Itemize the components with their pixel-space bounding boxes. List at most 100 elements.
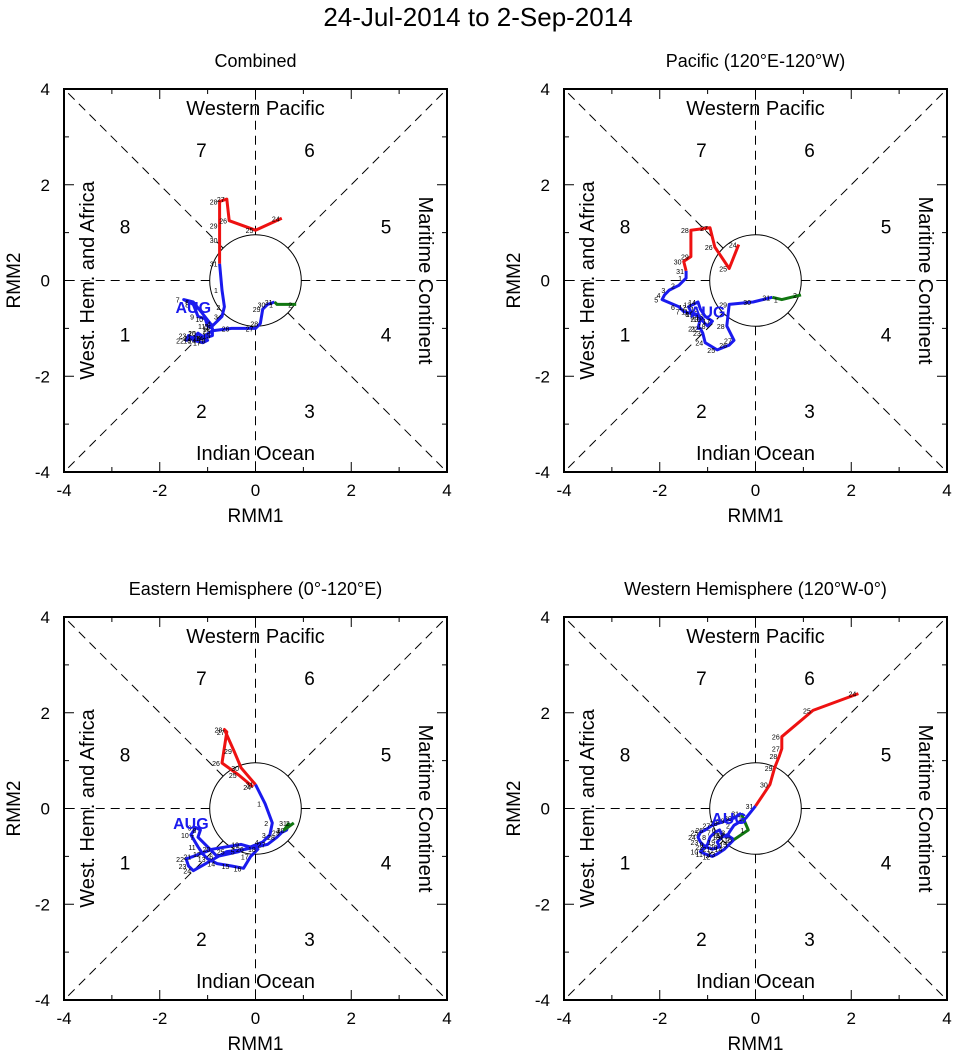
day-label: 29 (717, 818, 725, 825)
day-label: 26 (695, 828, 703, 835)
day-label: 29 (681, 255, 689, 262)
day-label: 12 (193, 852, 201, 859)
x-tick-label: -2 (152, 481, 167, 500)
day-label: 31 (279, 821, 287, 828)
series-line-sep (282, 821, 295, 832)
day-label: 1 (678, 276, 682, 283)
y-tick-label: 4 (541, 608, 550, 627)
day-label: 16 (695, 314, 703, 321)
day-label: 9 (190, 314, 194, 321)
phase-divider-line (563, 88, 724, 249)
day-label: 7 (176, 298, 180, 305)
x-tick-label: 2 (347, 1009, 356, 1028)
day-label: 9 (188, 826, 192, 833)
day-label: 3 (721, 830, 725, 837)
day-label: 2 (671, 283, 675, 290)
day-label: 5 (714, 833, 718, 840)
phase-number: 2 (696, 402, 707, 423)
day-label: 25 (229, 773, 237, 780)
day-label: 8 (685, 312, 689, 319)
day-label: 9 (690, 314, 694, 321)
day-label: 9 (700, 842, 704, 849)
y-axis-label: RMM2 (504, 253, 525, 309)
phase-number: 2 (196, 402, 207, 423)
day-label: 15 (222, 864, 230, 871)
phase-number: 2 (696, 930, 707, 951)
day-label: 2 (726, 838, 730, 845)
day-label: 11 (681, 310, 688, 317)
day-label: 27 (700, 226, 708, 233)
y-tick-label: 2 (541, 176, 550, 195)
day-label: 23 (179, 864, 187, 871)
day-label: 24 (695, 341, 703, 348)
phase-number: 3 (804, 402, 815, 423)
day-label: 29 (210, 223, 218, 230)
day-label: 25 (691, 830, 699, 837)
day-label: 20 (691, 317, 699, 324)
phase-panel-4: Western Hemisphere (120°W-0°)-4 -2 0 2 4-4-2… (504, 579, 952, 1055)
day-label: 2 (726, 823, 730, 830)
panel-title: Eastern Hemisphere (0°-120°E) (129, 579, 383, 599)
phase-number: 1 (620, 854, 631, 875)
day-label: 15 (188, 331, 196, 338)
y-tick-label: 0 (41, 272, 50, 291)
phase-number: 7 (196, 141, 207, 162)
day-label: 5 (654, 298, 658, 305)
y-axis-label: RMM2 (504, 781, 525, 837)
day-label: 30 (258, 302, 266, 309)
day-label: 29 (719, 302, 727, 309)
phase-number: 4 (881, 326, 892, 347)
day-label: 2 (793, 293, 797, 300)
y-tick-label: 4 (41, 80, 50, 99)
series-line-aug (184, 783, 291, 873)
day-label: 26 (772, 735, 780, 742)
x-tick-label: 0 (751, 481, 760, 500)
day-label: 11 (696, 852, 703, 859)
y-axis-label: RMM2 (4, 253, 25, 309)
day-label: 21 (183, 336, 191, 343)
day-label: 28 (210, 200, 218, 207)
day-label: 19 (193, 336, 201, 343)
y-tick-label: -2 (35, 895, 50, 914)
day-label: 27 (217, 730, 225, 737)
x-tick-label: 0 (751, 1009, 760, 1028)
day-label: 28 (681, 228, 689, 235)
day-label: 14 (714, 847, 722, 854)
phase-number: 5 (881, 745, 892, 766)
day-label: 25 (217, 850, 225, 857)
phase-number: 8 (120, 217, 131, 238)
day-label: 28 (250, 322, 258, 329)
unit-circle (209, 762, 302, 855)
day-label: 27 (772, 747, 780, 754)
day-label: 25 (719, 267, 727, 274)
month-label: AUG (711, 811, 747, 828)
phase-divider-line (287, 840, 448, 1001)
day-label: 8 (702, 835, 706, 842)
day-label: 28 (770, 754, 778, 761)
day-label: 13 (198, 857, 206, 864)
region-label-bottom: Indian Ocean (196, 971, 315, 993)
x-tick-label: -4 (556, 481, 571, 500)
panel-title: Combined (214, 51, 296, 71)
region-label-left: West. Hem. and Africa (577, 708, 599, 907)
day-label: 19 (686, 312, 694, 319)
panel-title: Western Hemisphere (120°W-0°) (624, 579, 887, 599)
day-label: 22 (695, 845, 703, 852)
series-line-jul (682, 226, 741, 272)
day-label: 27 (724, 338, 732, 345)
series-line-aug (660, 270, 773, 352)
day-label: 31 (676, 269, 684, 276)
y-tick-label: 2 (541, 704, 550, 723)
phase-number: 7 (196, 669, 207, 690)
y-tick-label: 2 (41, 176, 50, 195)
day-label: 16 (183, 338, 191, 345)
month-label: AUG (173, 816, 209, 833)
day-label: 1 (269, 302, 273, 309)
phase-number: 6 (804, 669, 815, 690)
y-tick-label: 4 (541, 80, 550, 99)
y-tick-label: 0 (541, 272, 550, 291)
region-label-right: Maritime Continent (414, 197, 436, 365)
day-label: 5 (204, 324, 208, 331)
day-label: 2 (288, 302, 292, 309)
unit-circle (709, 234, 802, 327)
